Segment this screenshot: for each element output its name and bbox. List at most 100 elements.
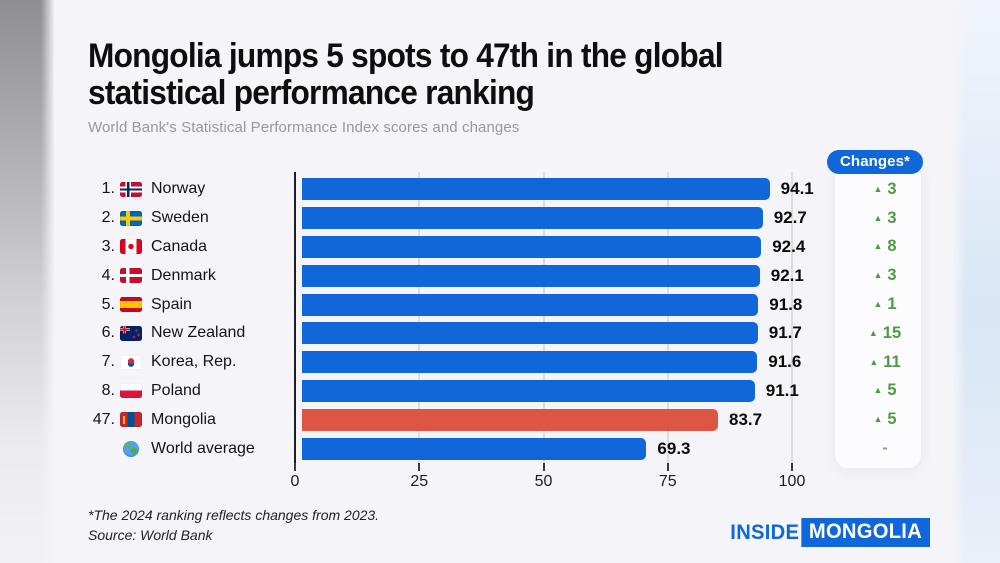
row-rank: 7. <box>101 353 115 371</box>
row-country: Norway <box>151 180 206 198</box>
mongolia-flag-icon <box>120 412 142 428</box>
up-arrow-icon: ▲ <box>873 183 883 194</box>
chart-row: 5. Spain 91.8 ▲ 1 <box>88 290 922 319</box>
row-change: ▲ 11 <box>841 353 929 372</box>
page-title: Mongolia jumps 5 spots to 47th in the gl… <box>88 37 724 112</box>
row-plot: 92.7 <box>302 207 841 230</box>
change-value: 3 <box>887 208 897 227</box>
row-country: Denmark <box>151 266 216 284</box>
up-arrow-icon: ▲ <box>873 270 883 281</box>
row-rank: 1. <box>101 180 115 198</box>
denmark-flag-icon <box>120 268 142 284</box>
up-arrow-icon: ▲ <box>873 241 883 252</box>
gridline <box>418 172 421 463</box>
row-value: 69.3 <box>657 438 691 458</box>
x-tick-label: 75 <box>658 473 677 490</box>
x-axis-tick <box>418 463 421 471</box>
change-value: 8 <box>887 237 897 256</box>
x-tick-label: 0 <box>290 473 300 490</box>
change-value: 3 <box>887 179 897 198</box>
change-value: 5 <box>887 381 897 400</box>
x-axis-tick <box>791 463 793 471</box>
row-value: 91.7 <box>768 323 802 343</box>
row-country: Poland <box>151 381 201 399</box>
up-arrow-icon: ▲ <box>873 212 883 223</box>
row-plot: 91.1 <box>302 379 841 402</box>
row-plot: 69.3 <box>302 437 841 460</box>
row-rank: 47. <box>92 410 115 428</box>
gridline <box>542 172 545 463</box>
change-value: - <box>882 439 888 458</box>
row-plot: 91.6 <box>302 351 841 374</box>
grid-layer <box>294 172 793 471</box>
spain-flag-icon <box>120 297 142 313</box>
row-plot: 91.8 <box>302 293 841 316</box>
row-change: ▲ 15 <box>841 324 929 343</box>
change-value: 11 <box>883 352 901 371</box>
x-axis-tick <box>294 463 296 471</box>
row-value: 83.7 <box>728 409 763 429</box>
row-rank: 2. <box>101 209 115 227</box>
chart-row: 4. Denmark 92.1 ▲ 3 <box>88 261 922 290</box>
row-bar <box>302 437 647 460</box>
row-value: 91.1 <box>765 380 799 400</box>
up-arrow-icon: ▲ <box>873 385 883 396</box>
footnote: *The 2024 ranking reflects changes from … <box>88 506 379 545</box>
row-plot: 91.7 <box>302 322 841 345</box>
row-rank: 4. <box>101 266 115 284</box>
row-rank: 3. <box>101 237 115 255</box>
row-change: ▲ 1 <box>841 295 929 314</box>
x-tick-label: 100 <box>778 473 806 490</box>
row-value: 92.7 <box>773 208 807 228</box>
norway-flag-icon <box>120 181 142 197</box>
row-country: World average <box>151 439 255 457</box>
gridline <box>666 172 669 463</box>
row-bar <box>302 293 759 316</box>
row-change: ▲ 3 <box>841 180 929 199</box>
up-arrow-icon: ▲ <box>869 356 879 367</box>
changes-panel-header: Changes* <box>827 150 923 174</box>
row-value: 92.1 <box>770 265 804 285</box>
new-zealand-flag-icon <box>120 325 142 341</box>
row-rank: 6. <box>101 324 115 342</box>
change-value: 3 <box>887 266 897 285</box>
x-axis-ticks: 0 25 50 75 100 <box>291 473 806 495</box>
chart-row: 7. Korea, Rep. 91.6 ▲ 11 <box>88 348 922 377</box>
logo-text-inside: INSIDE <box>730 520 800 544</box>
bar-chart: 1. Norway 94.1 ▲ 3 2. Sweden 92.7 ▲ 3 3.… <box>88 175 922 463</box>
inside-mongolia-logo: INSIDE MONGOLIA <box>731 518 930 547</box>
up-arrow-icon: ▲ <box>868 327 878 338</box>
right-edge-gradient <box>952 0 1000 563</box>
row-plot: 92.1 <box>302 264 841 287</box>
footnote-line1: *The 2024 ranking reflects changes from … <box>88 507 380 523</box>
row-country: New Zealand <box>151 324 246 342</box>
row-bar <box>302 207 763 230</box>
row-value: 92.4 <box>772 236 806 256</box>
row-change: ▲ 8 <box>841 237 929 256</box>
row-rank: 8. <box>101 381 115 399</box>
up-arrow-icon: ▲ <box>873 299 883 310</box>
row-bar <box>302 322 758 345</box>
row-change: ▲ - <box>841 439 929 458</box>
gridline <box>791 172 793 463</box>
page-title-line1: Mongolia jumps 5 spots to 47th in the gl… <box>88 37 724 75</box>
row-change: ▲ 3 <box>841 266 929 285</box>
row-country: Canada <box>151 237 208 255</box>
page-title-line2: statistical performance ranking <box>88 74 535 112</box>
row-bar <box>302 408 718 431</box>
y-axis-line <box>294 172 296 471</box>
chart-row: 1. Norway 94.1 ▲ 3 <box>88 175 922 204</box>
poland-flag-icon <box>120 383 142 399</box>
globe-icon <box>123 440 139 457</box>
row-rank: 5. <box>101 295 115 313</box>
row-country: Spain <box>151 295 192 313</box>
korea-flag-icon <box>120 354 142 370</box>
left-edge-gradient <box>0 0 55 563</box>
row-country: Korea, Rep. <box>151 353 237 371</box>
chart-row: 3. Canada 92.4 ▲ 8 <box>88 233 922 262</box>
row-bar <box>302 379 755 402</box>
sweden-flag-icon <box>120 210 142 226</box>
row-country: Mongolia <box>151 410 216 428</box>
row-plot: 92.4 <box>302 235 841 258</box>
chart-row: 47. Mongolia 83.7 ▲ 5 <box>88 405 922 434</box>
